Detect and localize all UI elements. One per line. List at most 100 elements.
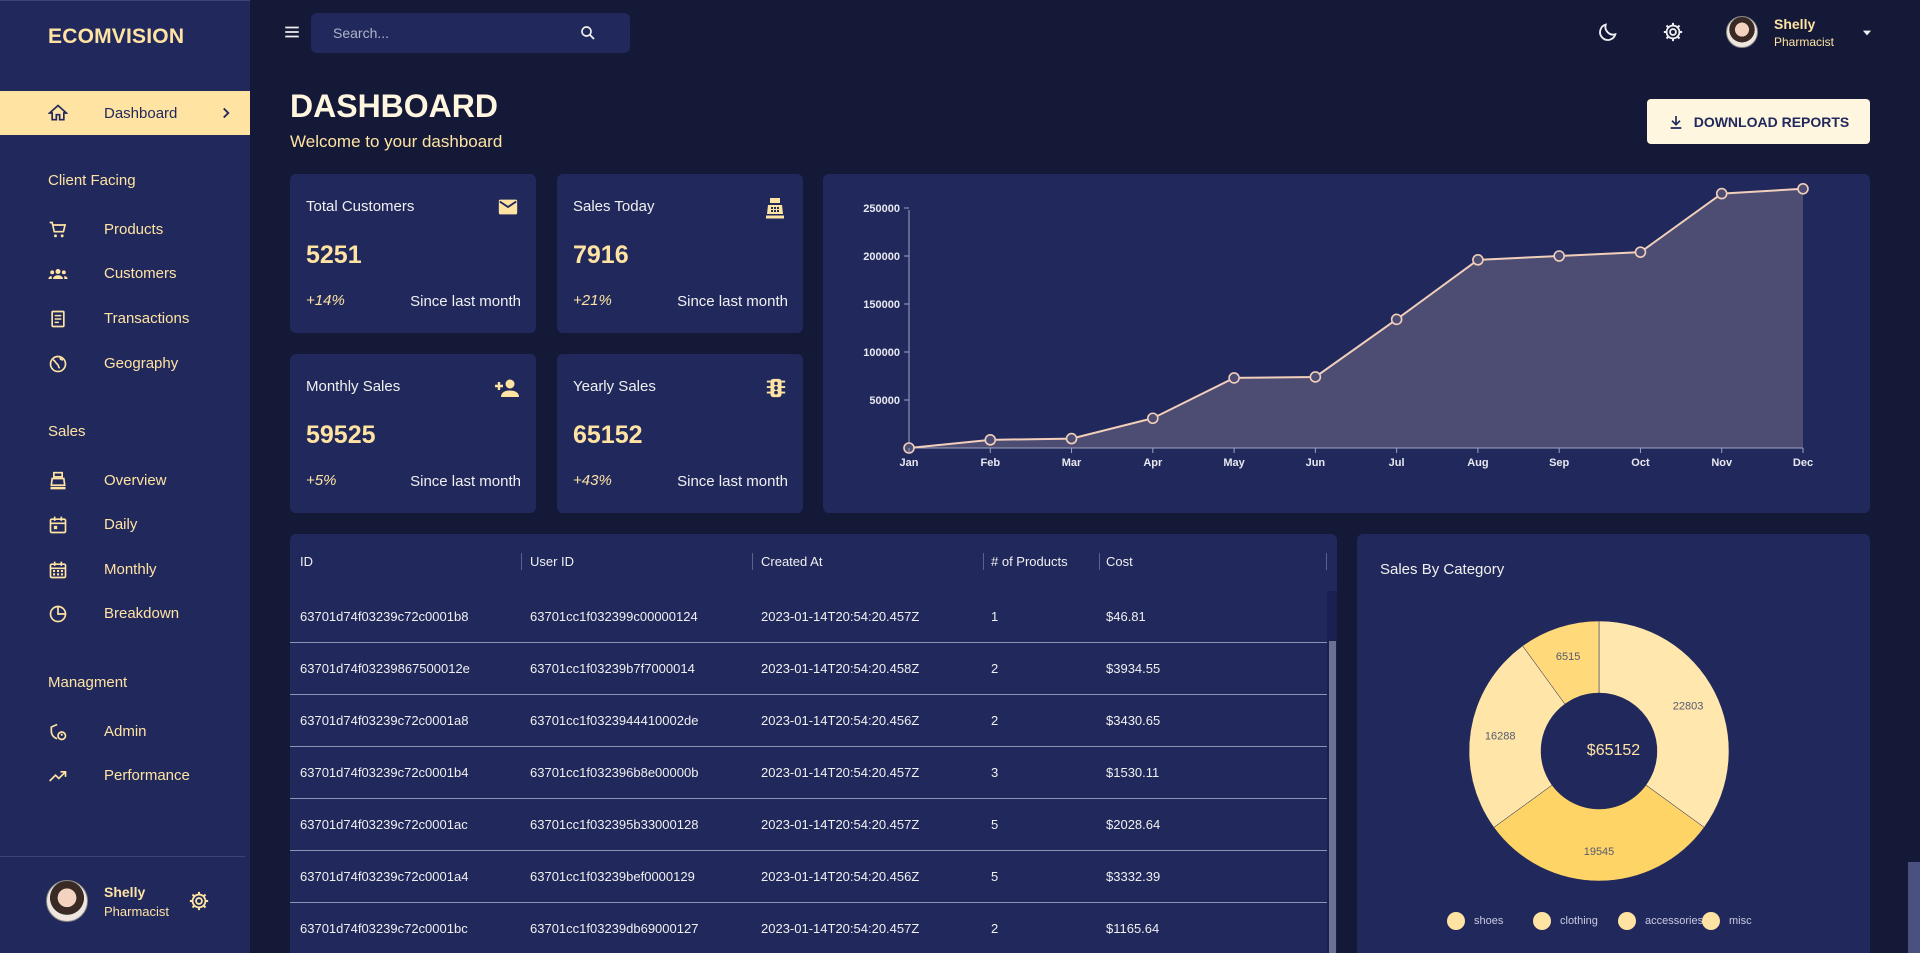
x-tick-label: Aug (1467, 457, 1488, 469)
table-header: ID User ID Created At # of Products Cost (290, 534, 1327, 590)
sidebar-item-monthly[interactable]: Monthly (0, 551, 250, 587)
pie-slice-misc[interactable] (1522, 620, 1600, 705)
column-separator[interactable] (1326, 553, 1327, 570)
chevron-right-icon (223, 107, 230, 119)
pie-slice-accessories[interactable] (1468, 645, 1566, 828)
arrow-drop-down-icon[interactable] (1860, 26, 1874, 40)
user-menu[interactable]: Shelly Pharmacist (1726, 16, 1872, 49)
email-icon (498, 199, 518, 215)
table-cell: 2 (991, 661, 999, 676)
table-row[interactable]: 63701d74f03239c72c0001ac 63701cc1f032395b… (290, 799, 1327, 851)
table-cell: 2 (991, 921, 999, 936)
series-line (908, 187, 1804, 449)
column-header-products[interactable]: # of Products (991, 554, 1068, 569)
table-row[interactable]: 63701d74f03239c72c0001bc 63701cc1f03239db… (290, 903, 1327, 953)
table-row[interactable]: 63701d74f03239c72c0001a8 63701cc1f0323944… (290, 695, 1327, 747)
pie-chart-title: Sales By Category (1380, 561, 1505, 578)
column-header-cost[interactable]: Cost (1106, 554, 1133, 569)
table-scrollbar[interactable] (1327, 591, 1337, 953)
table-cell: 63701cc1f03239b7f7000014 (530, 661, 695, 676)
legend-item-misc[interactable]: misc (1702, 912, 1752, 930)
sidebar-item-customers[interactable]: Customers (0, 255, 250, 291)
sidebar-item-breakdown[interactable]: Breakdown (0, 595, 250, 631)
data-point (1634, 246, 1647, 258)
sidebar-item-performance[interactable]: Performance (0, 757, 250, 793)
sidebar-item-label: Customers (104, 264, 177, 282)
table-cell: $3430.65 (1106, 713, 1161, 728)
legend-item-accessories[interactable]: accessories (1618, 912, 1703, 930)
column-separator[interactable] (752, 553, 753, 570)
table-row[interactable]: 63701d74f03239c72c0001a4 63701cc1f03239be… (290, 851, 1327, 903)
person-add-icon (495, 379, 519, 397)
settings-icon[interactable] (1662, 21, 1684, 43)
sidebar-item-label: Dashboard (104, 104, 178, 122)
gear-icon[interactable] (188, 890, 210, 912)
table-cell: 5 (991, 869, 999, 884)
table-cell: $46.81 (1106, 609, 1146, 624)
sidebar-item-dashboard[interactable]: Dashboard (0, 91, 250, 135)
table-row[interactable]: 63701d74f03239c72c0001b8 63701cc1f032399c… (290, 591, 1327, 643)
sales-by-category-chart: Sales By Category 22803 19545 16288 6515 $6… (1357, 534, 1870, 953)
column-header-user-id[interactable]: User ID (530, 554, 575, 569)
sidebar-item-transactions[interactable]: Transactions (0, 300, 250, 336)
data-point (1147, 412, 1159, 425)
search-icon[interactable] (579, 24, 597, 42)
home-icon (48, 104, 68, 121)
table-cell: 2023-01-14T20:54:20.457Z (761, 609, 920, 624)
table-row[interactable]: 63701d74f03239c72c0001b4 63701cc1f032396b… (290, 747, 1327, 799)
sales-line-chart: Jan Feb Mar Apr May Jun Jul Aug Sep Oct Nov Dec 5000… (823, 174, 1870, 513)
sidebar-item-products[interactable]: Products (0, 211, 250, 247)
legend-item-clothing[interactable]: clothing (1533, 912, 1598, 930)
x-tick-label: Dec (1793, 457, 1813, 469)
legend-item-shoes[interactable]: shoes (1447, 912, 1503, 930)
menu-icon[interactable] (283, 23, 301, 41)
dark-mode-icon[interactable] (1597, 21, 1619, 43)
table-cell: 63701d74f03239c72c0001b4 (300, 765, 469, 780)
download-reports-button[interactable]: DOWNLOAD REPORTS (1647, 99, 1870, 144)
sidebar-item-daily[interactable]: Daily (0, 506, 250, 542)
table-cell: 63701cc1f032396b8e00000b (530, 765, 699, 780)
table-cell: $3332.39 (1106, 869, 1161, 884)
avatar[interactable] (46, 880, 88, 922)
table-row[interactable]: 63701d74f03239867500012e 63701cc1f03239b7… (290, 643, 1327, 695)
user-name: Shelly (1774, 16, 1816, 32)
table-cell: 63701cc1f03239bef0000129 (530, 869, 695, 884)
y-tick-label: 250000 (863, 203, 900, 215)
y-tick-label: 200000 (863, 251, 900, 263)
search-input[interactable] (333, 13, 573, 53)
pie-slice-clothing[interactable] (1493, 784, 1705, 882)
data-point (1797, 183, 1809, 195)
column-header-id[interactable]: ID (300, 554, 313, 569)
stat-change: +5% (306, 472, 337, 489)
sidebar-item-overview[interactable]: Overview (0, 462, 250, 498)
column-separator[interactable] (521, 553, 522, 570)
sidebar-divider (0, 856, 245, 857)
sidebar-item-geography[interactable]: Geography (0, 345, 250, 381)
stat-card-total-customers: Total Customers 5251 +14% Since last mon… (290, 174, 536, 333)
calendar-month-icon (49, 561, 67, 579)
pie-slice-shoes[interactable] (1598, 620, 1730, 828)
table-cell: 63701d74f03239c72c0001ac (300, 817, 468, 832)
pie-slice-label: 22803 (1673, 701, 1704, 713)
table-cell: 63701cc1f032395b33000128 (530, 817, 699, 832)
traffic-icon (766, 378, 786, 398)
table-cell: $3934.55 (1106, 661, 1161, 676)
column-separator[interactable] (983, 553, 984, 570)
avatar[interactable] (1726, 16, 1758, 48)
y-tick-label: 100000 (863, 347, 900, 359)
column-separator[interactable] (1099, 553, 1100, 570)
sidebar-item-label: Performance (104, 766, 190, 784)
receipt-icon (51, 310, 65, 328)
data-point (1715, 187, 1728, 200)
legend-label: misc (1729, 915, 1752, 927)
sidebar-item-admin[interactable]: Admin (0, 713, 250, 749)
table-cell: 63701d74f03239c72c0001a4 (300, 869, 469, 884)
page-scrollbar-thumb[interactable] (1908, 862, 1920, 953)
sidebar-item-label: Overview (104, 471, 167, 489)
stat-since: Since last month (677, 473, 788, 490)
column-header-created-at[interactable]: Created At (761, 554, 823, 569)
table-cell: 2023-01-14T20:54:20.457Z (761, 921, 920, 936)
data-point (1065, 432, 1078, 445)
table-scroll-thumb[interactable] (1329, 641, 1336, 953)
brand-logo[interactable]: ECOMVISION (48, 25, 185, 48)
